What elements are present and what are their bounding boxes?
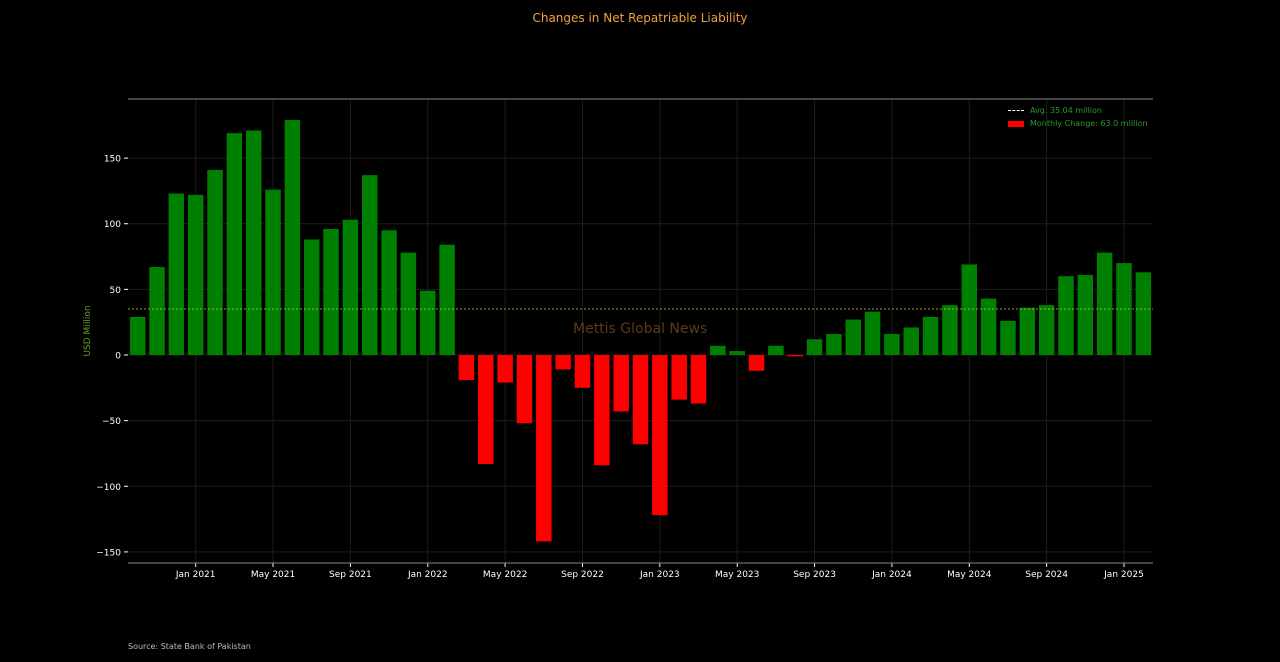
bar bbox=[342, 219, 359, 355]
y-tick-label: 0 bbox=[115, 352, 121, 362]
bar bbox=[362, 175, 378, 355]
x-tick-label: Jan 2024 bbox=[871, 570, 912, 580]
bar bbox=[303, 239, 320, 355]
bar bbox=[1077, 274, 1094, 355]
bar bbox=[632, 355, 649, 445]
bar bbox=[129, 316, 146, 355]
bar bbox=[516, 355, 533, 424]
bar bbox=[884, 333, 900, 355]
bar bbox=[323, 228, 339, 355]
bar bbox=[980, 298, 997, 355]
x-tick-label: May 2021 bbox=[251, 570, 295, 580]
bar-swatch bbox=[1008, 120, 1024, 127]
watermark: Mettis Global News bbox=[573, 321, 708, 337]
bars bbox=[129, 120, 1152, 542]
bar bbox=[1135, 272, 1152, 355]
bar bbox=[458, 355, 475, 380]
bar bbox=[652, 355, 668, 516]
bar bbox=[787, 355, 803, 357]
bar bbox=[806, 339, 823, 355]
chart-title: Changes in Net Repatriable Liability bbox=[532, 11, 748, 25]
bar bbox=[1096, 252, 1113, 355]
bar bbox=[613, 355, 629, 412]
bar bbox=[149, 267, 165, 355]
bar bbox=[1038, 305, 1055, 355]
bar bbox=[381, 230, 397, 355]
bar bbox=[420, 290, 436, 355]
bar bbox=[903, 327, 919, 355]
bar bbox=[265, 189, 281, 355]
bar bbox=[768, 345, 784, 355]
x-tick-label: Sep 2021 bbox=[329, 570, 372, 580]
bar bbox=[1000, 320, 1016, 355]
y-tick-label: 50 bbox=[110, 286, 122, 296]
bar bbox=[729, 351, 745, 355]
x-tick-label: Jan 2022 bbox=[407, 570, 448, 580]
avg-line-swatch bbox=[1008, 110, 1024, 111]
y-tick-label: 100 bbox=[104, 220, 121, 230]
bar bbox=[826, 333, 842, 355]
bar bbox=[748, 355, 765, 371]
bar bbox=[922, 316, 939, 355]
bar bbox=[536, 355, 552, 542]
y-tick-label: −150 bbox=[96, 548, 121, 558]
x-tick-label: Jan 2025 bbox=[1103, 570, 1144, 580]
axes: −150 −100 −50 0 50 100 150 Jan 2021 May 2021 Sep … bbox=[83, 98, 1153, 580]
bar bbox=[497, 355, 513, 383]
legend-bar-label: Monthly Change: 63.0 million bbox=[1030, 119, 1148, 128]
y-axis-label: USD Million bbox=[83, 305, 93, 356]
bar bbox=[1116, 263, 1132, 355]
bar bbox=[226, 133, 243, 355]
bar bbox=[284, 120, 301, 355]
bar bbox=[961, 264, 978, 355]
y-tick-label: −50 bbox=[102, 417, 121, 427]
y-tick-label: 150 bbox=[104, 155, 121, 165]
source-note: Source: State Bank of Pakistan bbox=[128, 642, 251, 651]
x-tick-label: Jan 2023 bbox=[639, 570, 680, 580]
bar bbox=[942, 305, 958, 355]
bar bbox=[845, 319, 861, 355]
x-tick-label: Sep 2023 bbox=[793, 570, 836, 580]
bar bbox=[207, 169, 223, 355]
bar bbox=[400, 252, 417, 355]
bar bbox=[245, 130, 262, 355]
bar bbox=[478, 355, 494, 464]
bar bbox=[594, 355, 610, 466]
bar bbox=[864, 311, 881, 355]
bar bbox=[574, 355, 591, 388]
bar bbox=[1019, 307, 1036, 355]
bar bbox=[439, 244, 455, 355]
x-tick-label: May 2024 bbox=[947, 570, 992, 580]
x-tick-label: Sep 2022 bbox=[561, 570, 604, 580]
legend-bar: Monthly Change: 63.0 million bbox=[1008, 117, 1147, 130]
legend-avg-label: Avg. 35.04 million bbox=[1030, 106, 1102, 115]
bar bbox=[187, 194, 204, 355]
x-tick-label: May 2022 bbox=[483, 570, 527, 580]
x-tick-label: May 2023 bbox=[715, 570, 759, 580]
x-tick-label: Sep 2024 bbox=[1025, 570, 1068, 580]
bar bbox=[168, 193, 185, 355]
bar bbox=[1058, 276, 1074, 355]
bar bbox=[710, 345, 726, 355]
x-tick-label: Jan 2021 bbox=[175, 570, 216, 580]
legend-avg: Avg. 35.04 million bbox=[1008, 104, 1147, 117]
legend: Avg. 35.04 million Monthly Change: 63.0 … bbox=[1008, 104, 1147, 130]
y-tick-label: −100 bbox=[96, 483, 121, 493]
bar bbox=[671, 355, 687, 400]
bar bbox=[690, 355, 707, 404]
bar bbox=[555, 355, 571, 370]
